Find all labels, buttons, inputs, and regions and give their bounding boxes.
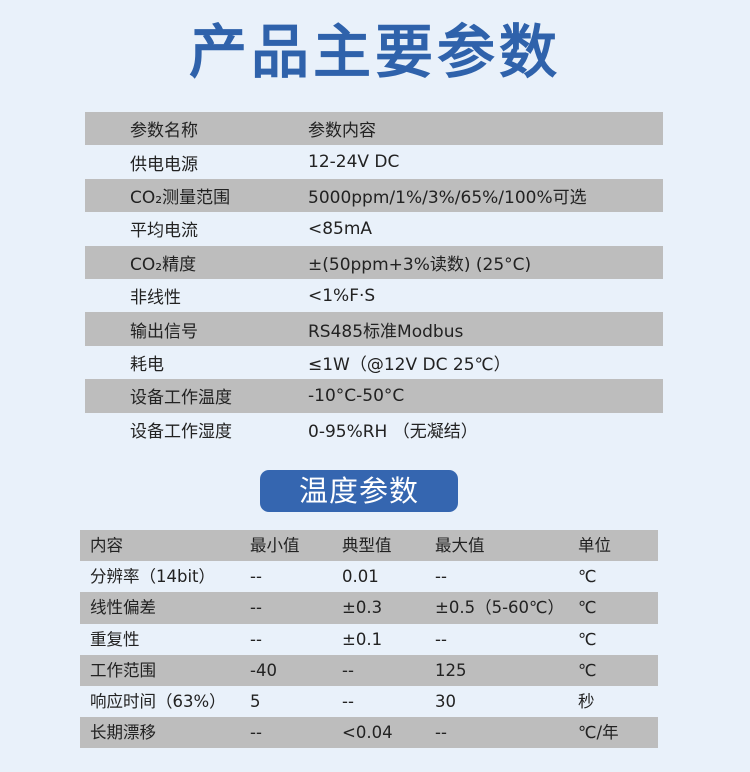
cell: 秒	[578, 691, 595, 711]
cell: --	[435, 723, 447, 743]
cell: ℃	[578, 629, 597, 649]
cell: ±0.5（5-60℃）	[435, 598, 565, 618]
cell: ℃	[578, 598, 597, 618]
cell: 工作范围	[90, 660, 156, 680]
param-value: 0-95%RH （无凝结）	[308, 421, 478, 442]
param-value: <85mA	[308, 218, 373, 239]
table-row: 分辨率（14bit） -- 0.01 -- ℃	[80, 561, 658, 592]
param-name: 设备工作温度	[130, 388, 232, 409]
header-cell: 最大值	[435, 536, 485, 555]
table-row: 耗电 ≤1W（@12V DC 25℃）	[85, 346, 663, 379]
table-row: 工作范围 -40 -- 125 ℃	[80, 654, 658, 686]
cell: 响应时间（63%）	[90, 691, 226, 711]
header-cell: 参数内容	[308, 121, 376, 142]
cell: 0.01	[342, 567, 379, 587]
cell: 重复性	[90, 629, 140, 649]
header-cell: 最小值	[250, 536, 300, 555]
header-cell: 典型值	[342, 536, 392, 555]
cell: --	[250, 598, 262, 618]
table-row: 输出信号 RS485标准Modbus	[85, 312, 663, 346]
table-header: 内容 最小值 典型值 最大值 单位	[80, 530, 658, 562]
cell: 长期漂移	[90, 723, 156, 743]
cell: --	[342, 691, 354, 711]
cell: 5	[250, 691, 261, 711]
param-value: 12-24V DC	[308, 152, 400, 173]
cell: ±0.1	[342, 629, 383, 649]
table-row: 响应时间（63%） 5 -- 30 秒	[80, 686, 658, 717]
cell: ℃	[578, 567, 597, 587]
table-row: 设备工作温度 -10°C-50°C	[85, 379, 663, 413]
param-name: 耗电	[130, 354, 164, 375]
param-name: 非线性	[130, 288, 181, 309]
param-value: <1%F·S	[308, 285, 376, 306]
cell: 分辨率（14bit）	[90, 567, 216, 587]
section-badge-temperature: 温度参数	[260, 470, 458, 512]
table-row: 线性偏差 -- ±0.3 ±0.5（5-60℃） ℃	[80, 592, 658, 624]
param-value: RS485标准Modbus	[308, 321, 464, 342]
param-name: 输出信号	[130, 321, 198, 342]
cell: -40	[250, 660, 277, 680]
param-name: 供电电源	[130, 154, 198, 175]
cell: ±0.3	[342, 598, 383, 618]
param-name: 设备工作湿度	[130, 421, 232, 442]
cell: ℃	[578, 660, 597, 680]
param-value: -10°C-50°C	[308, 385, 405, 406]
param-name: CO₂测量范围	[130, 187, 231, 208]
header-cell: 参数名称	[130, 121, 198, 142]
header-cell: 内容	[90, 536, 123, 555]
cell: --	[250, 567, 262, 587]
table-row: 平均电流 <85mA	[85, 212, 663, 245]
table-row: 长期漂移 -- <0.04 -- ℃/年	[80, 717, 658, 749]
param-value: ±(50ppm+3%读数) (25°C)	[308, 254, 532, 275]
cell: 30	[435, 691, 456, 711]
param-name: CO₂精度	[130, 254, 197, 275]
cell: --	[342, 660, 354, 680]
param-value: ≤1W（@12V DC 25℃）	[308, 354, 511, 375]
param-name: 平均电流	[130, 221, 198, 242]
main-params-table: 参数名称 参数内容 供电电源 12-24V DC CO₂测量范围 5000ppm/1…	[85, 112, 663, 446]
table-header: 参数名称 参数内容	[85, 112, 663, 146]
temperature-params-table: 内容 最小值 典型值 最大值 单位 分辨率（14bit） -- 0.01 -- ℃ 线性…	[80, 530, 658, 749]
cell: --	[435, 629, 447, 649]
cell: 125	[435, 660, 467, 680]
table-row: CO₂测量范围 5000ppm/1%/3%/65%/100%可选	[85, 178, 663, 213]
cell: <0.04	[342, 723, 393, 743]
cell: ℃/年	[578, 723, 619, 743]
param-value: 5000ppm/1%/3%/65%/100%可选	[308, 187, 587, 208]
cell: --	[250, 629, 262, 649]
table-row: 设备工作湿度 0-95%RH （无凝结）	[85, 413, 663, 446]
cell: --	[435, 567, 447, 587]
cell: --	[250, 723, 262, 743]
header-cell: 单位	[578, 536, 611, 555]
table-row: 重复性 -- ±0.1 -- ℃	[80, 624, 658, 655]
page-title: 产品主要参数	[188, 18, 561, 86]
table-row: 供电电源 12-24V DC	[85, 145, 663, 178]
cell: 线性偏差	[90, 598, 156, 618]
table-row: CO₂精度 ±(50ppm+3%读数) (25°C)	[85, 245, 663, 279]
table-row: 非线性 <1%F·S	[85, 279, 663, 312]
